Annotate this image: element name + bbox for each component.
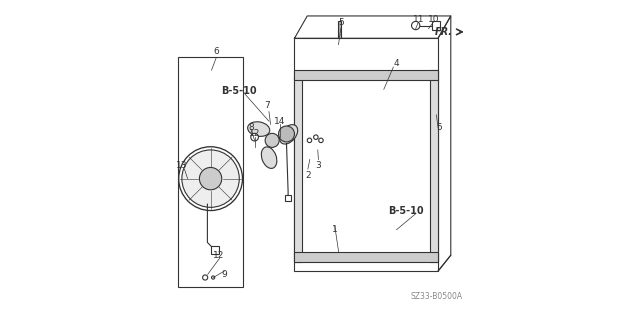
Bar — [294, 38, 438, 271]
Text: 9: 9 — [221, 270, 227, 279]
Circle shape — [314, 135, 318, 139]
Text: 6: 6 — [214, 47, 219, 56]
Bar — [431, 21, 440, 30]
Bar — [337, 21, 340, 38]
Circle shape — [307, 138, 312, 143]
Circle shape — [182, 150, 239, 207]
Text: 5: 5 — [338, 18, 344, 27]
Text: B-5-10: B-5-10 — [221, 86, 257, 96]
Text: 4: 4 — [394, 59, 399, 68]
Text: 14: 14 — [275, 117, 286, 126]
Text: 5: 5 — [436, 123, 442, 132]
Text: FR.: FR. — [435, 27, 452, 37]
Bar — [178, 57, 243, 287]
Ellipse shape — [280, 125, 298, 144]
Bar — [285, 195, 291, 201]
Text: 3: 3 — [316, 161, 321, 170]
Text: 13: 13 — [177, 161, 188, 170]
Bar — [211, 246, 218, 254]
Circle shape — [200, 167, 221, 190]
Ellipse shape — [248, 122, 270, 137]
Bar — [294, 252, 438, 262]
Text: 12: 12 — [213, 251, 224, 260]
Text: 8: 8 — [248, 123, 253, 132]
Ellipse shape — [261, 147, 277, 168]
Circle shape — [319, 138, 323, 143]
Circle shape — [412, 21, 420, 30]
Text: 12: 12 — [249, 130, 260, 138]
Text: 7: 7 — [264, 101, 270, 110]
Circle shape — [203, 275, 208, 280]
Bar — [294, 77, 303, 262]
Circle shape — [251, 133, 259, 141]
Bar — [294, 70, 438, 80]
Circle shape — [278, 126, 294, 142]
Text: 11: 11 — [413, 15, 424, 24]
Text: B-5-10: B-5-10 — [388, 205, 424, 216]
Text: 1: 1 — [332, 225, 337, 234]
Text: SZ33-B0500A: SZ33-B0500A — [410, 292, 463, 301]
Circle shape — [265, 133, 279, 147]
Text: 2: 2 — [305, 171, 310, 180]
Text: 10: 10 — [428, 15, 439, 24]
Circle shape — [212, 276, 215, 279]
Bar — [430, 70, 438, 262]
